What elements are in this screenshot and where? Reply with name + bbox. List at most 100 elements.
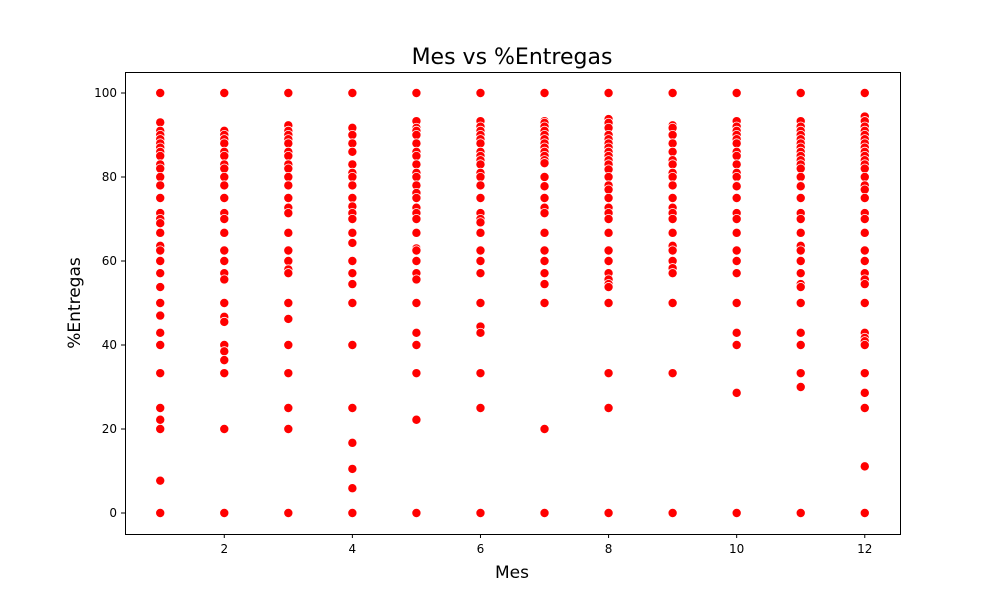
data-point bbox=[155, 245, 166, 256]
data-point bbox=[795, 255, 806, 266]
data-point bbox=[603, 282, 614, 293]
data-point bbox=[283, 313, 294, 324]
chart-title: Mes vs %Entregas bbox=[412, 45, 613, 70]
data-point bbox=[539, 192, 550, 203]
data-point bbox=[539, 158, 550, 169]
data-point bbox=[155, 227, 166, 238]
data-point bbox=[667, 192, 678, 203]
data-point bbox=[731, 171, 742, 182]
data-point bbox=[219, 346, 230, 357]
data-point bbox=[155, 402, 166, 413]
data-point bbox=[795, 227, 806, 238]
data-point bbox=[347, 339, 358, 350]
data-point bbox=[347, 279, 358, 290]
data-point bbox=[603, 507, 614, 518]
data-point bbox=[219, 180, 230, 191]
data-point bbox=[155, 475, 166, 486]
data-point bbox=[283, 192, 294, 203]
data-point bbox=[667, 245, 678, 256]
data-point bbox=[347, 297, 358, 308]
data-point bbox=[475, 255, 486, 266]
data-point bbox=[155, 180, 166, 191]
data-point bbox=[219, 355, 230, 366]
data-point bbox=[731, 227, 742, 238]
data-point bbox=[347, 237, 358, 248]
data-point bbox=[283, 507, 294, 518]
data-point bbox=[475, 297, 486, 308]
data-point bbox=[603, 192, 614, 203]
data-point bbox=[795, 507, 806, 518]
data-point bbox=[667, 297, 678, 308]
data-point bbox=[795, 192, 806, 203]
data-point bbox=[347, 483, 358, 494]
data-point bbox=[795, 327, 806, 338]
data-point bbox=[155, 171, 166, 182]
data-point bbox=[219, 368, 230, 379]
data-point bbox=[731, 339, 742, 350]
data-point bbox=[795, 163, 806, 174]
data-point bbox=[731, 327, 742, 338]
data-point bbox=[411, 129, 422, 140]
data-point bbox=[283, 339, 294, 350]
data-point bbox=[859, 387, 870, 398]
data-point bbox=[283, 180, 294, 191]
data-point bbox=[667, 138, 678, 149]
data-point bbox=[411, 138, 422, 149]
data-point bbox=[283, 88, 294, 99]
data-point bbox=[411, 274, 422, 285]
data-point bbox=[475, 138, 486, 149]
data-point bbox=[539, 507, 550, 518]
data-point bbox=[155, 117, 166, 128]
data-point bbox=[667, 180, 678, 191]
data-point bbox=[155, 414, 166, 425]
y-axis-label: %Entregas bbox=[65, 257, 85, 349]
data-point bbox=[411, 227, 422, 238]
data-point bbox=[283, 402, 294, 413]
data-point bbox=[155, 255, 166, 266]
data-point bbox=[155, 163, 166, 174]
data-point bbox=[667, 368, 678, 379]
data-point bbox=[731, 297, 742, 308]
data-point bbox=[347, 180, 358, 191]
data-point bbox=[411, 339, 422, 350]
data-point bbox=[795, 171, 806, 182]
data-point bbox=[283, 255, 294, 266]
data-point bbox=[859, 213, 870, 224]
x-tick-label: 6 bbox=[477, 542, 485, 556]
data-point bbox=[795, 245, 806, 256]
data-point bbox=[347, 192, 358, 203]
data-point bbox=[475, 402, 486, 413]
data-point bbox=[539, 208, 550, 219]
data-point bbox=[411, 159, 422, 170]
data-point bbox=[155, 218, 166, 229]
data-point bbox=[603, 255, 614, 266]
points-layer bbox=[155, 88, 870, 518]
data-point bbox=[283, 245, 294, 256]
data-point bbox=[411, 150, 422, 161]
y-axis: 0 20 40 60 80 100 bbox=[94, 86, 125, 520]
data-point bbox=[155, 88, 166, 99]
data-point bbox=[155, 268, 166, 279]
data-point bbox=[859, 255, 870, 266]
data-point bbox=[667, 159, 678, 170]
data-point bbox=[475, 368, 486, 379]
data-point bbox=[411, 255, 422, 266]
data-point bbox=[667, 88, 678, 99]
x-tick-label: 4 bbox=[349, 542, 357, 556]
data-point bbox=[155, 310, 166, 321]
data-point bbox=[859, 368, 870, 379]
data-point bbox=[795, 181, 806, 192]
data-point bbox=[347, 129, 358, 140]
data-point bbox=[411, 507, 422, 518]
data-point bbox=[859, 297, 870, 308]
y-tick-label: 80 bbox=[102, 170, 117, 184]
data-point bbox=[283, 138, 294, 149]
y-tick-label: 40 bbox=[102, 338, 117, 352]
data-point bbox=[539, 268, 550, 279]
data-point bbox=[155, 368, 166, 379]
data-point bbox=[731, 255, 742, 266]
data-point bbox=[155, 192, 166, 203]
data-point bbox=[411, 171, 422, 182]
data-point bbox=[475, 159, 486, 170]
data-point bbox=[539, 255, 550, 266]
